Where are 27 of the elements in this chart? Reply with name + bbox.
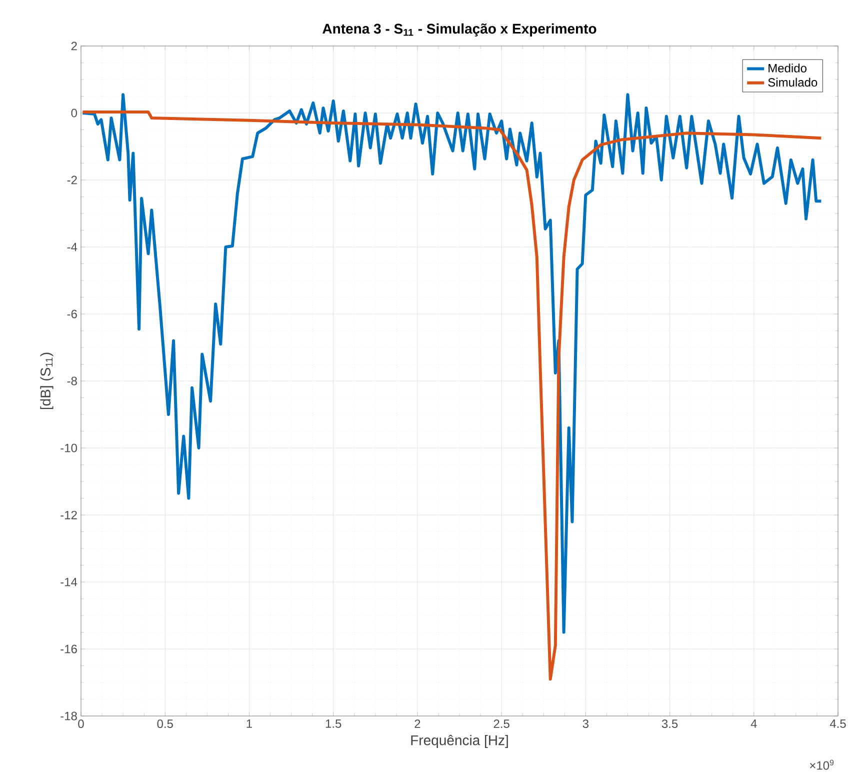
x-tick-label: 0.5 [157,720,173,728]
y-tick-label: -2 [67,176,77,184]
x-tick-label: 4 [750,720,757,728]
y-tick-label: -18 [60,712,77,720]
y-tick-label: -10 [60,444,78,452]
x-tick-label: 1.5 [326,720,342,728]
x-tick-label: 4.5 [830,720,846,728]
y-tick-label: 2 [71,42,77,50]
x-tick-label: 1 [246,720,252,728]
chart-title: Antena 3 - S$_{11}$ - Simulação x Experimento [322,23,596,36]
y-tick-label: 0 [71,108,78,118]
text: ×10$^{9}$ [810,760,834,770]
y-tick-label: -6 [67,310,77,318]
legend-label: Medido [768,64,806,72]
x-axis-title: Frequência [Hz] [411,734,508,748]
x-tick-label: 3.5 [662,720,678,728]
x-tick-label: 3 [582,720,588,728]
y-tick-label: -8 [67,376,77,386]
x-tick-label: 2.5 [494,720,510,728]
y-axis-title: [dB] (S$_{11}$) [40,352,54,410]
y-tick-label: -12 [60,510,77,520]
y-tick-label: -14 [60,578,78,586]
y-tick-label: -4 [67,242,78,252]
legend-label: Simulado [768,78,818,87]
x-tick-label: 2 [414,720,420,728]
x-tick-label: 0 [78,720,84,728]
y-tick-label: -16 [60,644,77,654]
